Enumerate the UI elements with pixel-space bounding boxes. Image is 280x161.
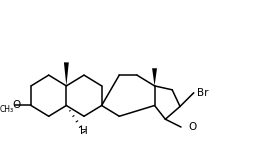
Text: H: H xyxy=(80,126,88,136)
Polygon shape xyxy=(152,68,157,86)
Text: O: O xyxy=(12,100,20,110)
Text: CH₃: CH₃ xyxy=(0,105,14,114)
Text: O: O xyxy=(188,122,196,132)
Polygon shape xyxy=(64,62,69,86)
Text: Br: Br xyxy=(197,88,208,98)
